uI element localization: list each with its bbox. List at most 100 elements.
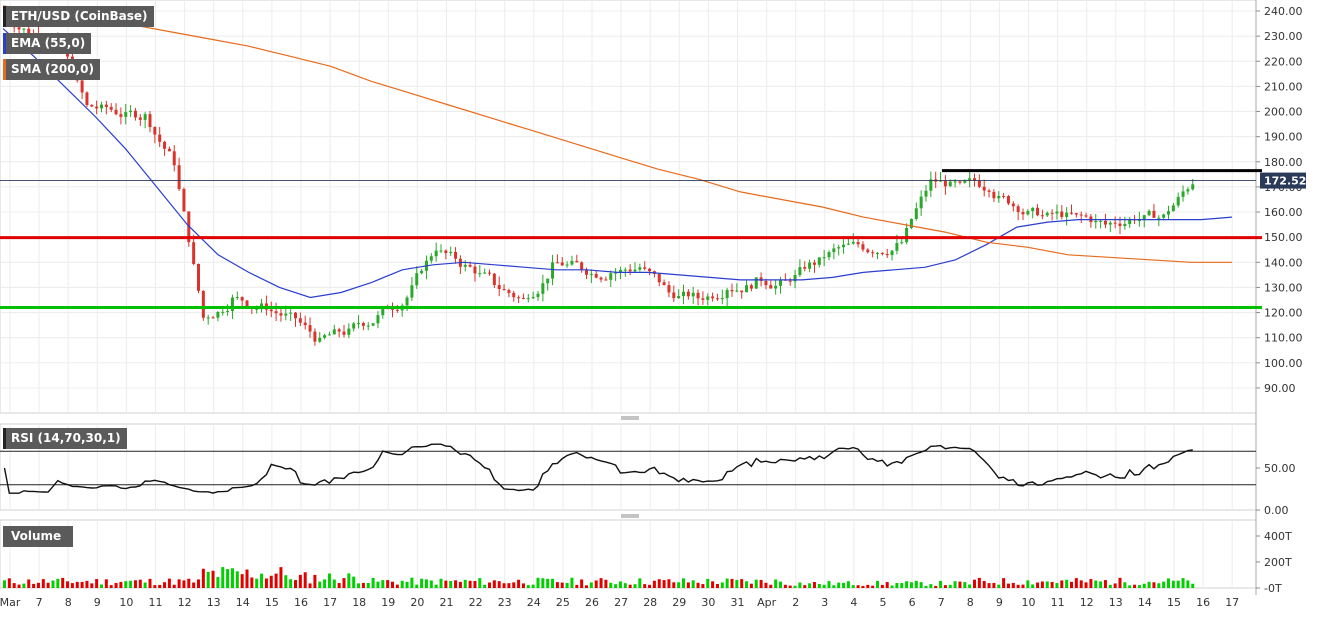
legend-ema-label: EMA (55,0) — [11, 36, 86, 50]
candle-body — [376, 315, 380, 324]
volume-bar — [939, 580, 943, 588]
candle-body — [846, 243, 850, 245]
candle-body — [1162, 214, 1166, 218]
candle-body — [943, 180, 947, 187]
candle-body — [1016, 206, 1020, 213]
volume-bar — [1084, 582, 1088, 588]
volume-bar — [812, 582, 816, 588]
volume-bar — [575, 584, 579, 588]
x-tick-label: 9 — [94, 596, 101, 609]
rsi-tick-label: 0.00 — [1264, 504, 1289, 517]
candle-body — [876, 252, 879, 254]
x-tick-label: 31 — [731, 596, 745, 609]
volume-bar — [1006, 583, 1010, 588]
volume-bar — [381, 580, 385, 588]
candle-body — [880, 252, 884, 254]
volume-bar — [633, 584, 637, 588]
volume-bar — [1137, 585, 1141, 588]
candle-body — [992, 191, 996, 199]
volume-bar — [779, 581, 782, 588]
volume-bar — [463, 579, 467, 588]
candle-body — [109, 106, 113, 110]
candle-body — [827, 252, 831, 258]
volume-bar — [788, 585, 792, 588]
volume-bar — [502, 583, 506, 588]
volume-bar — [488, 582, 491, 588]
candle-body — [298, 318, 302, 323]
x-tick-label: 7 — [938, 596, 945, 609]
volume-bar — [1186, 580, 1190, 588]
x-tick-label: 7 — [36, 596, 43, 609]
candle-body — [1026, 211, 1030, 215]
volume-bar — [924, 586, 928, 588]
volume-bar — [842, 582, 846, 588]
candle-body — [347, 328, 351, 335]
candle-body — [958, 181, 962, 183]
volume-bar — [725, 578, 729, 588]
candle-body — [1142, 215, 1146, 221]
candle-body — [1050, 212, 1054, 214]
volume-bar — [66, 581, 70, 588]
y-tick-label: 120.00 — [1264, 307, 1303, 320]
volume-bar — [1016, 584, 1020, 588]
volume-bar — [745, 581, 749, 588]
volume-bar — [909, 582, 913, 588]
candle-body — [512, 292, 516, 298]
volume-bar — [124, 581, 128, 588]
candle-body — [924, 190, 928, 197]
x-tick-label: 22 — [469, 596, 483, 609]
candle-body — [1176, 196, 1180, 206]
candle-body — [22, 28, 26, 30]
volume-bar — [953, 581, 957, 588]
volume-bar — [914, 580, 918, 588]
candle-body — [104, 104, 108, 107]
volume-bar — [366, 582, 370, 588]
volume-bar — [580, 579, 584, 588]
candle-body — [551, 262, 555, 279]
volume-bar — [1133, 584, 1137, 588]
volume-panel — [0, 519, 1257, 589]
volume-bar — [963, 582, 967, 588]
volume-bar — [604, 579, 608, 588]
candle-body — [536, 293, 540, 298]
volume-bar — [468, 580, 472, 588]
candle-body — [221, 311, 225, 313]
volume-bar — [449, 580, 453, 588]
volume-bar — [866, 584, 870, 588]
volume-bar — [686, 582, 690, 588]
x-tick-label: 12 — [1080, 596, 1094, 609]
candle-body — [905, 228, 909, 243]
volume-bar — [182, 580, 186, 588]
candle-body — [749, 285, 753, 289]
volume-bar — [997, 584, 1001, 588]
candle-body — [226, 310, 230, 312]
candle-body — [580, 262, 584, 270]
vol-tick-label: 400T — [1264, 530, 1292, 543]
candle-body — [313, 331, 317, 342]
x-tick-label: 25 — [556, 596, 570, 609]
volume-bar — [492, 580, 496, 588]
candle-body — [798, 267, 802, 275]
volume-bar — [764, 582, 768, 588]
volume-bar — [754, 579, 758, 588]
volume-bar — [439, 578, 443, 588]
x-tick-label: 11 — [149, 596, 163, 609]
volume-bar — [905, 581, 909, 588]
candle-body — [361, 323, 365, 326]
candle-body — [235, 297, 239, 299]
candle-body — [429, 256, 433, 261]
candle-body — [143, 114, 147, 120]
volume-bar — [429, 580, 433, 588]
candle-body — [856, 241, 860, 245]
candle-body — [740, 290, 744, 293]
candle-body — [517, 297, 521, 299]
volume-bar — [211, 570, 215, 588]
x-tick-label: 28 — [643, 596, 657, 609]
candle-body — [1113, 222, 1117, 224]
candle-body — [638, 267, 642, 270]
candle-body — [963, 180, 967, 183]
volume-bar — [900, 583, 904, 588]
volume-bar — [95, 579, 99, 588]
legend-volume-label: Volume — [11, 529, 62, 543]
candle-body — [201, 290, 205, 318]
